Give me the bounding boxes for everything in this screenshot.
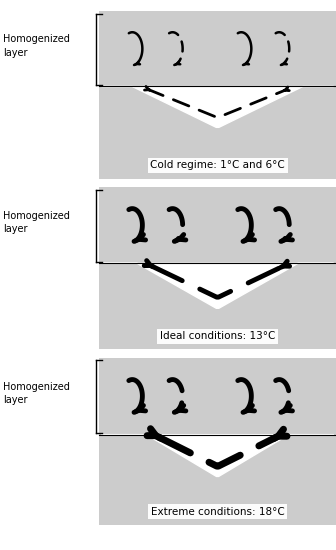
Bar <box>99 11 336 179</box>
Text: Cold regime: 1°C and 6°C: Cold regime: 1°C and 6°C <box>150 161 285 170</box>
Text: Homogenized
layer: Homogenized layer <box>3 211 70 234</box>
Text: Ideal conditions: 13°C: Ideal conditions: 13°C <box>160 331 275 341</box>
Bar <box>99 358 336 525</box>
Polygon shape <box>101 263 334 309</box>
Text: Homogenized
layer: Homogenized layer <box>3 382 70 405</box>
Polygon shape <box>101 86 334 128</box>
Text: Homogenized
layer: Homogenized layer <box>3 35 70 58</box>
Text: Extreme conditions: 18°C: Extreme conditions: 18°C <box>151 507 285 517</box>
Polygon shape <box>101 434 334 476</box>
Bar <box>99 187 336 349</box>
